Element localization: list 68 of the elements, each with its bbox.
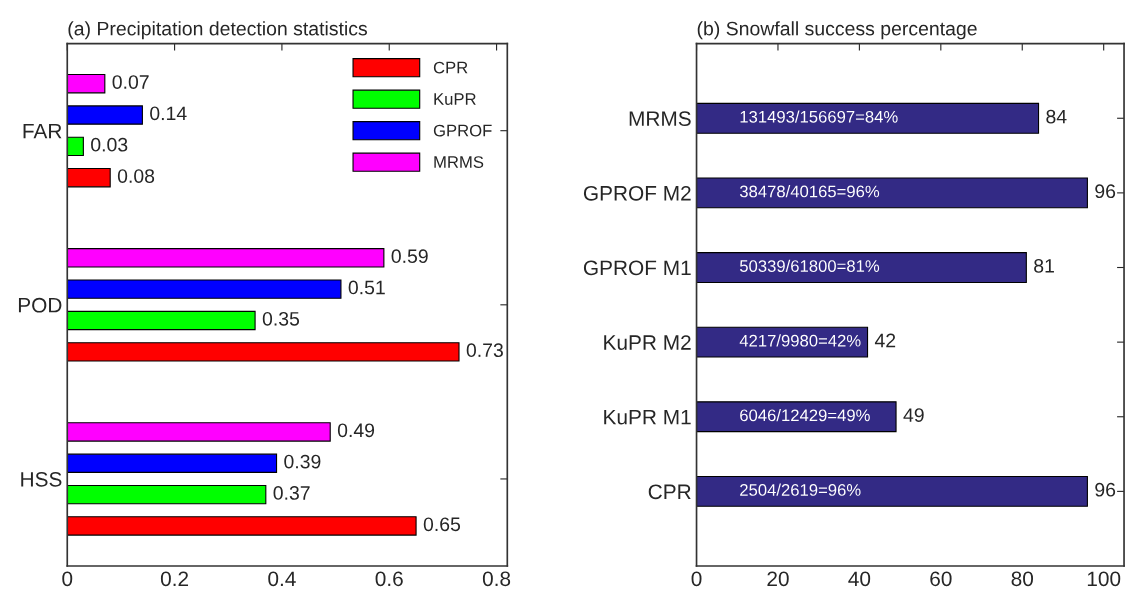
bar [67,310,256,331]
x-tick-label: 0 [691,571,702,587]
bar [67,105,143,125]
data-label: 81 [1034,258,1054,273]
data-label: 0.65 [423,517,461,532]
annotation: 131493/156697=84% [740,110,898,123]
data-label: 0.07 [112,75,149,89]
data-label: 96 [1095,482,1116,497]
bar [67,342,460,362]
data-label: 0.59 [391,249,428,264]
data-label: 0.14 [150,106,187,121]
data-label: 0.03 [91,137,128,152]
y-tick-label: CPR [648,484,691,500]
data-label: 42 [874,333,896,348]
data-label: 0.37 [273,486,310,500]
bar [696,102,1040,134]
x-tick-label: 60 [930,571,952,587]
x-tick-label: 0 [62,571,73,587]
legend-label: GPROF [433,124,492,137]
bar [67,168,111,188]
bar [67,73,106,94]
x-tick-label: 0.8 [482,571,511,587]
bar [696,177,1088,209]
annotation: 38478/40165=96% [739,185,880,198]
x-tick-label: 80 [1011,571,1034,587]
data-label: 49 [903,408,924,422]
data-label: 96 [1095,184,1116,199]
bar [67,516,417,536]
bar [67,279,342,299]
y-tick-label: GPROF M2 [583,185,691,201]
bar [696,401,897,433]
data-label: 0.35 [262,311,300,326]
bar [696,252,1027,283]
chart-title: (b) Snowfall success percentage [697,21,977,40]
bar [67,484,267,505]
bar [67,422,331,442]
annotation: 4217/9980=42% [739,334,861,347]
bar [67,453,278,473]
y-tick-label: GPROF M1 [583,260,691,276]
bar [67,136,84,157]
y-tick-label: HSS [21,471,62,487]
x-tick-label: 100 [1087,571,1121,587]
data-label: 0.39 [284,454,321,469]
y-tick-label: POD [18,297,62,313]
data-label: 0.49 [337,423,375,438]
y-tick-label: MRMS [629,111,691,127]
annotation: 6046/12429=49% [740,408,870,422]
bar [696,475,1088,507]
y-tick-label: KuPR M2 [604,335,691,350]
chart-title: (a) Precipitation detection statistics [68,21,367,40]
y-tick-label: FAR [23,123,62,139]
legend-label: CPR [433,61,468,74]
data-label: 0.73 [466,343,503,358]
bar [67,248,385,268]
y-tick-label: KuPR M1 [604,409,691,425]
annotation: 2504/2619=96% [740,483,861,496]
legend-label: KuPR [434,93,476,105]
x-tick-label: 0.4 [268,571,296,587]
annotation: 50339/61800=81% [739,259,880,272]
x-tick-label: 0.6 [375,571,403,587]
x-tick-label: 20 [767,571,789,587]
x-tick-label: 40 [848,571,871,587]
legend-label: MRMS [434,156,484,168]
data-label: 84 [1046,109,1067,124]
bar [696,326,869,358]
x-tick-label: 0.2 [160,571,189,587]
data-label: 0.51 [348,280,385,295]
data-label: 0.08 [117,169,155,183]
